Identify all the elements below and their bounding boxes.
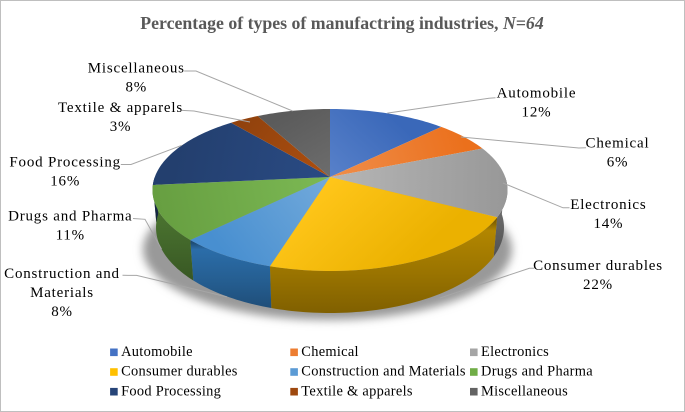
- svg-text:Electronics: Electronics: [570, 197, 646, 213]
- svg-text:Textile & apparels: Textile & apparels: [58, 100, 183, 116]
- svg-text:16%: 16%: [50, 174, 80, 190]
- svg-text:8%: 8%: [125, 80, 147, 96]
- svg-text:Electronics: Electronics: [481, 344, 549, 360]
- svg-text:Textile & apparels: Textile & apparels: [301, 383, 413, 399]
- svg-text:Drugs and Pharma: Drugs and Pharma: [481, 364, 593, 380]
- svg-text:Consumer durables: Consumer durables: [533, 258, 663, 274]
- svg-text:6%: 6%: [607, 155, 629, 171]
- svg-text:Chemical: Chemical: [301, 344, 359, 360]
- svg-text:3%: 3%: [110, 119, 132, 135]
- svg-text:14%: 14%: [593, 216, 623, 232]
- svg-text:Miscellaneous: Miscellaneous: [481, 383, 568, 399]
- svg-text:Drugs and Pharma: Drugs and Pharma: [8, 208, 132, 224]
- svg-text:Food Processing: Food Processing: [121, 383, 221, 399]
- svg-text:Consumer durables: Consumer durables: [121, 364, 238, 380]
- svg-text:Food Processing: Food Processing: [9, 155, 121, 171]
- svg-text:Materials: Materials: [30, 285, 94, 301]
- svg-text:8%: 8%: [51, 304, 73, 320]
- svg-text:Percentage of types of manufac: Percentage of types of manufactring indu…: [140, 13, 544, 33]
- svg-text:11%: 11%: [56, 227, 85, 243]
- svg-text:Chemical: Chemical: [586, 136, 650, 152]
- svg-text:Construction and: Construction and: [4, 266, 120, 282]
- svg-text:Automobile: Automobile: [497, 86, 577, 102]
- svg-text:Construction and Materials: Construction and Materials: [301, 364, 466, 380]
- svg-text:Miscellaneous: Miscellaneous: [88, 61, 185, 77]
- svg-text:22%: 22%: [583, 277, 613, 293]
- svg-text:Automobile: Automobile: [121, 344, 193, 360]
- svg-text:12%: 12%: [522, 105, 552, 121]
